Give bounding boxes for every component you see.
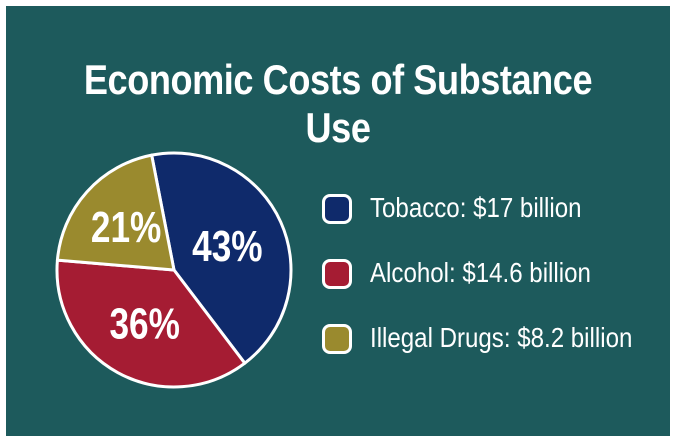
legend-swatch-tobacco (322, 194, 352, 224)
pie-label-tobacco: 43% (192, 222, 262, 271)
legend-label-tobacco: Tobacco: $17 billion (370, 192, 582, 223)
legend-label-illegal-drugs: Illegal Drugs: $8.2 billion (370, 322, 633, 353)
legend-swatch-alcohol (322, 259, 352, 289)
pie-slice-tobacco (150, 151, 293, 365)
pie-label-alcohol: 36% (109, 300, 179, 349)
chart-title: Economic Costs of Substance Use (83, 56, 593, 151)
pie-slice-alcohol (55, 258, 247, 389)
legend-swatch-illegal-drugs (322, 324, 352, 354)
pie-label-illegal-drugs: 21% (91, 203, 161, 252)
legend-label-alcohol: Alcohol: $14.6 billion (370, 257, 591, 288)
pie-slice-illegal-drugs (55, 153, 176, 272)
